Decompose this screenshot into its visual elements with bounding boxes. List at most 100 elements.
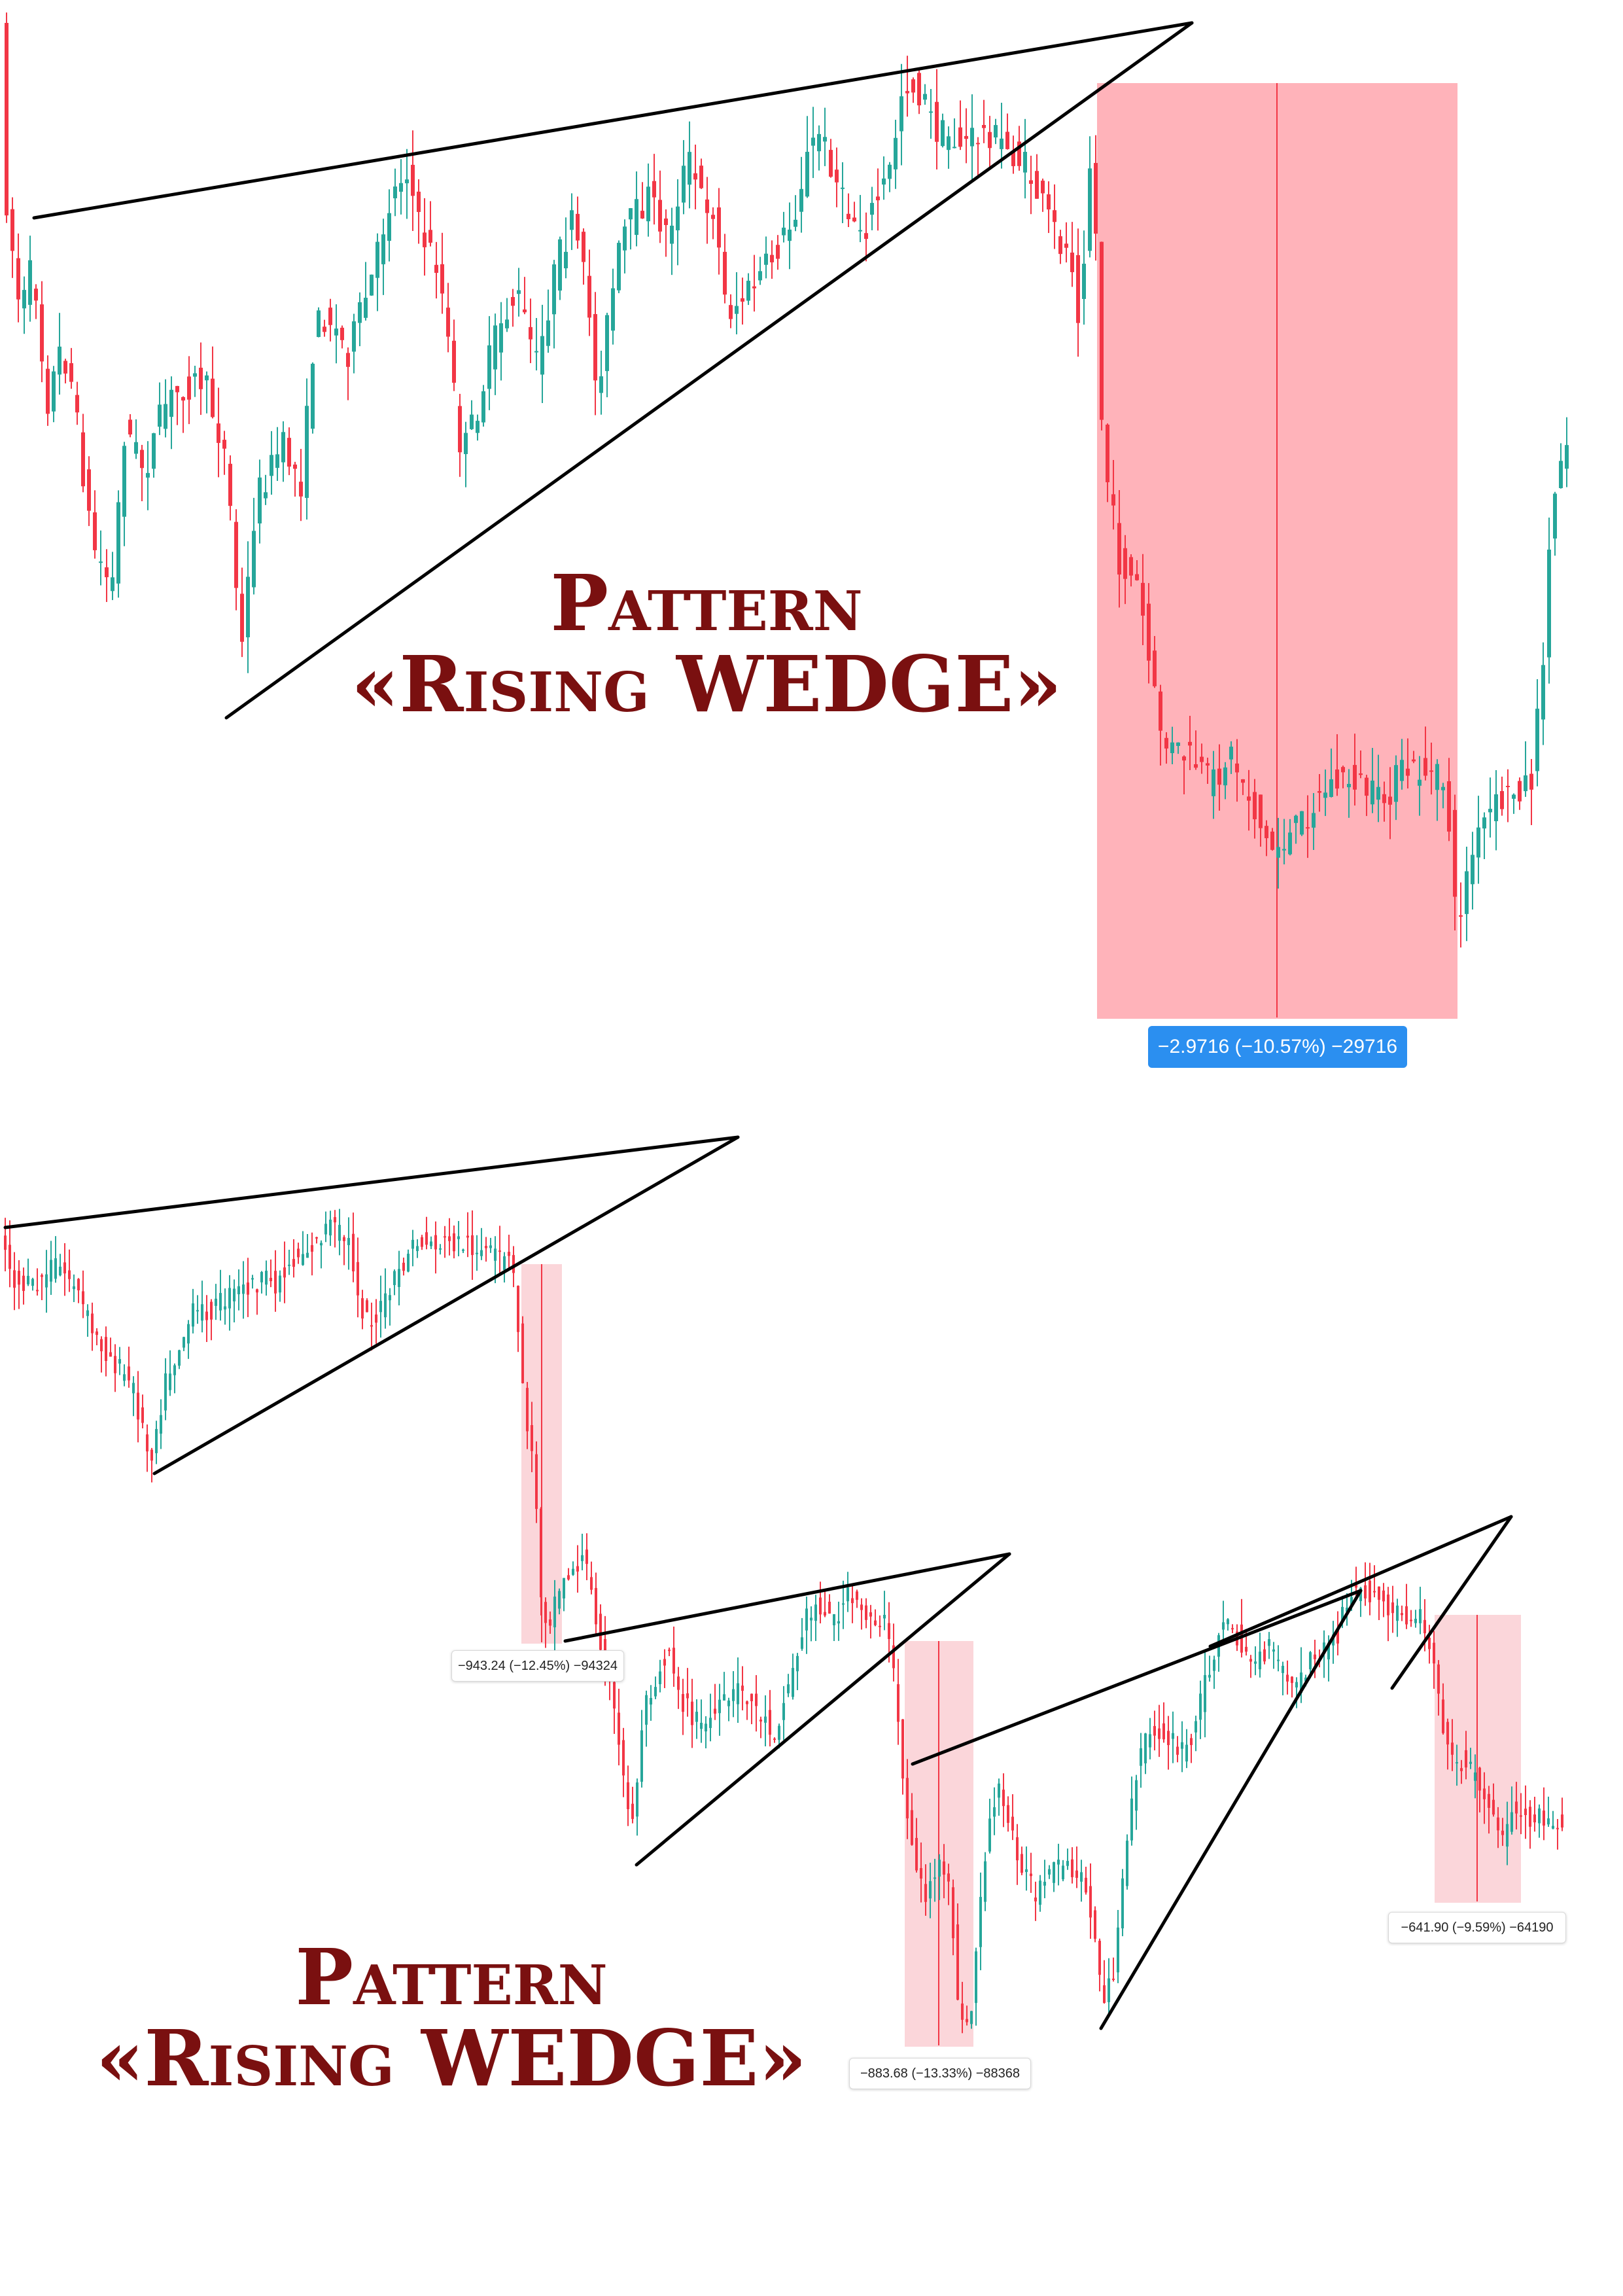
candle-body <box>1559 461 1563 488</box>
candle-body <box>1556 1828 1559 1829</box>
candle-body <box>1126 1841 1128 1886</box>
candle-body <box>829 150 833 177</box>
candle-body <box>1414 1618 1417 1623</box>
wedge5-lower-line[interactable] <box>1390 1515 1513 1690</box>
candle-body <box>629 208 633 220</box>
wedge2-upper-line[interactable] <box>3 1135 740 1229</box>
candle-body <box>1304 1677 1307 1682</box>
candle-body <box>714 1708 716 1714</box>
candle-body <box>1369 1580 1371 1602</box>
candle-body <box>1423 1619 1426 1634</box>
candle-body <box>446 308 450 337</box>
wedge3-upper-line[interactable] <box>563 1552 1011 1643</box>
measure-badge-main[interactable]: −2.9716 (−10.57%) −29716 <box>1148 1026 1407 1068</box>
title-bottom-line1: Pattern <box>295 1932 608 2022</box>
candle-body <box>128 419 132 435</box>
candle-body <box>1492 1799 1495 1815</box>
candle-body <box>699 166 703 188</box>
candle-body <box>1524 775 1527 792</box>
candle-body <box>1005 132 1009 149</box>
candle-body <box>1089 1886 1092 1918</box>
candle-body <box>494 1248 497 1261</box>
candle-body <box>1141 582 1145 616</box>
candle-body <box>122 446 126 517</box>
candle-body <box>672 1648 675 1674</box>
wedge4-lower-line[interactable] <box>1099 1589 1363 2030</box>
candle-body <box>856 1591 858 1600</box>
candle-body <box>663 1659 666 1666</box>
candle-body <box>529 327 532 340</box>
candle-body <box>1488 1793 1490 1808</box>
candle-body <box>323 327 326 332</box>
candle-body <box>729 305 733 319</box>
candle-body <box>470 414 474 429</box>
candle-body <box>1263 1649 1266 1662</box>
candle-body <box>10 209 14 251</box>
candle-body <box>611 288 615 331</box>
wedge1-lower-line[interactable] <box>224 21 1194 720</box>
candle-body <box>640 1730 643 1782</box>
candle-body <box>1135 574 1139 580</box>
candle-body <box>1353 765 1357 790</box>
candle-body <box>1229 747 1233 760</box>
candle-body <box>311 363 315 429</box>
candle-body <box>175 385 179 393</box>
candle-body <box>1023 152 1027 173</box>
candle-body <box>558 1591 561 1609</box>
candle-body <box>746 1701 748 1704</box>
candle-body <box>411 164 415 196</box>
candle-body <box>59 1266 61 1276</box>
candle-body <box>958 127 962 147</box>
candle-body <box>364 298 368 318</box>
candle-body <box>546 320 550 346</box>
candle-body <box>311 1245 313 1252</box>
candle-body <box>87 469 91 511</box>
candle-body <box>234 521 238 588</box>
candle-body <box>1510 1812 1513 1832</box>
candle-body <box>315 1237 318 1239</box>
candle-body <box>782 227 786 236</box>
candle-body <box>40 304 44 362</box>
candle-body <box>1314 1654 1316 1659</box>
candle-body <box>448 1236 451 1241</box>
candle-body <box>1029 180 1033 184</box>
wedge3-lower-line[interactable] <box>635 1552 1011 1867</box>
candle-body <box>988 1818 991 1852</box>
candle-body <box>664 218 668 225</box>
measure-badge-a[interactable]: −943.24 (−12.45%) −94324 <box>451 1650 624 1682</box>
candle-body <box>1359 773 1363 775</box>
wedge5-upper-line[interactable] <box>1208 1515 1513 1648</box>
wedge2-lower-line[interactable] <box>152 1135 740 1475</box>
candle-body <box>970 128 974 147</box>
candle-body <box>833 1614 835 1625</box>
candle-body <box>287 438 291 467</box>
candle-body <box>1123 548 1127 579</box>
candle-body <box>1541 665 1545 720</box>
candle-body <box>27 1275 29 1284</box>
candle-body <box>920 1868 922 1879</box>
candle-body <box>457 1236 460 1239</box>
candle-body <box>421 1237 423 1247</box>
candle-body <box>817 133 821 152</box>
wedge1-upper-line[interactable] <box>32 21 1194 220</box>
candle-body <box>86 1310 89 1316</box>
candle-body <box>41 1275 43 1277</box>
candle-body <box>874 1620 877 1625</box>
candle-body <box>570 210 574 230</box>
candle-body <box>531 1425 533 1451</box>
candle-body <box>1147 603 1151 661</box>
candle-body <box>370 274 374 296</box>
candle-body <box>1396 1605 1399 1621</box>
candle-body <box>305 406 309 498</box>
measure-badge-b[interactable]: −883.68 (−13.33%) −88368 <box>849 2058 1031 2089</box>
candle-body <box>975 1951 977 2004</box>
wedge4-upper-line[interactable] <box>911 1589 1363 1766</box>
candle-body <box>481 391 485 423</box>
candle-body <box>558 239 562 291</box>
candle-body <box>1382 794 1386 804</box>
candle-body <box>160 1415 162 1434</box>
candle-body <box>1388 796 1392 805</box>
candle-body <box>905 91 909 94</box>
measure-badge-c[interactable]: −641.90 (−9.59%) −64190 <box>1388 1912 1566 1943</box>
candle-body <box>1017 141 1021 166</box>
